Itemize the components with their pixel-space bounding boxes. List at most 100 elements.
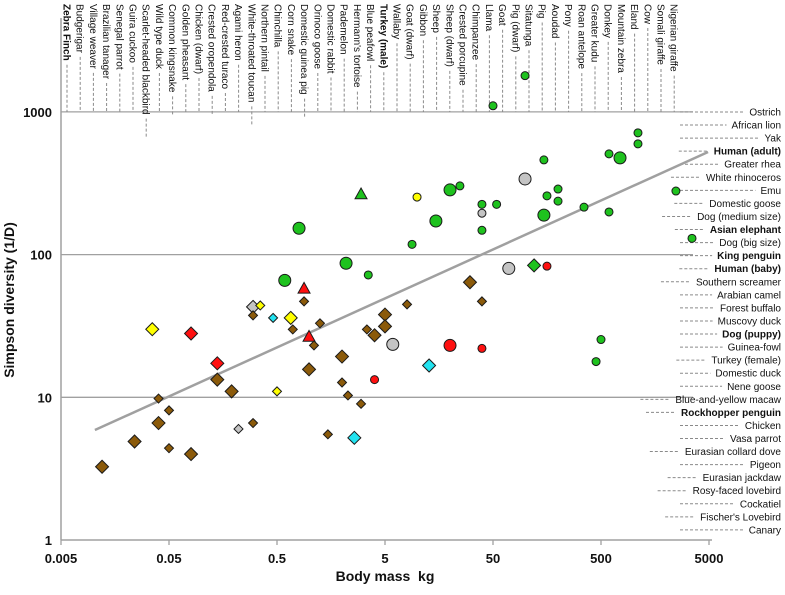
- data-point-circle: [539, 155, 549, 165]
- data-point-circle: [292, 221, 306, 235]
- top-label: Sitatunga: [523, 4, 534, 47]
- x-tick-label: 0.005: [45, 551, 78, 566]
- right-label: King penguin: [717, 251, 781, 262]
- top-label: Pony: [562, 4, 573, 27]
- top-label: Orinoco goose: [311, 4, 322, 69]
- data-point-circle: [429, 214, 443, 228]
- top-label: Goat: [496, 4, 507, 26]
- top-label: Nigerian giraffe: [668, 4, 679, 72]
- top-label: Roan antelope: [575, 4, 586, 69]
- data-point-diamond: [210, 356, 225, 371]
- top-label: Northern pintail: [259, 4, 270, 72]
- data-point-diamond: [462, 275, 478, 290]
- right-labels: Ostrich African lion Yak Human (adult) Great…: [675, 108, 782, 537]
- data-point-circle: [633, 128, 643, 138]
- top-label: Pademelon: [338, 4, 349, 55]
- top-label: Wallaby: [391, 4, 402, 39]
- right-label: Rosy-faced lovebird: [693, 486, 781, 497]
- data-point-circle: [596, 335, 606, 345]
- top-label: Sheep (dwarf): [443, 4, 454, 67]
- x-tick-label: 0.05: [156, 551, 181, 566]
- data-point-diamond: [342, 390, 354, 401]
- right-label: Human (adult): [714, 147, 781, 158]
- data-point-circle: [443, 338, 457, 352]
- right-label: Muscovy duck: [718, 316, 782, 327]
- right-label: Dog (medium size): [697, 212, 781, 223]
- right-label: Eurasian jackdaw: [703, 473, 782, 484]
- data-point-circle: [477, 208, 487, 218]
- y-tick-label: 100: [30, 248, 52, 263]
- data-point-circle: [604, 149, 614, 159]
- data-point-circle: [542, 191, 552, 201]
- data-point-circle: [492, 199, 502, 209]
- right-label: Ostrich: [749, 108, 781, 119]
- data-point-circle: [363, 270, 373, 280]
- data-point-diamond: [271, 386, 283, 397]
- top-label: Cow: [641, 4, 652, 25]
- data-point-diamond: [355, 398, 367, 410]
- top-label: Hermann's tortoise: [351, 4, 362, 88]
- data-point-diamond: [298, 296, 310, 307]
- data-point-circle: [542, 261, 552, 271]
- data-point-diamond: [308, 340, 320, 351]
- top-label: Somali giraffe: [655, 4, 666, 65]
- top-label: Pig: [536, 4, 547, 18]
- right-label: Chicken: [745, 421, 781, 432]
- data-point-circle: [477, 225, 487, 235]
- data-point-diamond: [247, 310, 259, 321]
- top-label: Goat (dwarf): [404, 4, 415, 60]
- data-point-diamond: [421, 358, 437, 373]
- data-point-triangle: [297, 281, 311, 294]
- data-point-circle: [386, 337, 400, 351]
- data-point-circle: [553, 184, 563, 194]
- data-point-diamond: [153, 393, 164, 404]
- data-point-diamond: [183, 326, 199, 341]
- data-point-circle: [477, 199, 487, 209]
- top-label: Domestic rabbit: [325, 4, 336, 74]
- right-label: Yak: [765, 134, 782, 145]
- right-label: Arabian camel: [717, 290, 781, 301]
- data-point-circle: [537, 208, 551, 222]
- data-point-diamond: [233, 423, 244, 435]
- data-point-diamond: [94, 459, 110, 474]
- data-point-circle: [613, 151, 627, 165]
- right-label: Blue-and-yellow macaw: [675, 395, 781, 406]
- data-point-diamond: [283, 310, 298, 326]
- right-label: Turkey (female): [711, 356, 781, 367]
- top-label: Blue peafowl: [364, 4, 375, 61]
- top-label: Zebra Finch: [61, 4, 72, 61]
- top-label: Sheep: [430, 4, 441, 33]
- data-point-diamond: [287, 324, 298, 335]
- x-tick-label: 5000: [695, 551, 724, 566]
- top-label: Wild type duck: [153, 4, 164, 70]
- data-point-circle: [370, 375, 380, 385]
- right-label: Canary: [749, 525, 781, 536]
- data-point-diamond: [247, 417, 259, 429]
- top-label: Village weaver: [87, 4, 98, 70]
- data-point-circle: [477, 343, 487, 353]
- x-tick-label: 50: [486, 551, 500, 566]
- top-label: Greater kudu: [589, 4, 600, 62]
- data-points: [94, 71, 697, 474]
- right-label: Dog (puppy): [722, 330, 781, 341]
- data-point-circle: [671, 186, 681, 196]
- data-point-circle: [339, 256, 353, 270]
- right-label: Emu: [760, 186, 781, 197]
- right-label: Fischer's Lovebird: [700, 512, 781, 523]
- right-label: Pigeon: [750, 460, 781, 471]
- top-labels: Zebra Finch Budgerigar Village weaver Brazi…: [61, 4, 679, 115]
- top-label: Common kingsnake: [166, 4, 177, 93]
- data-point-circle: [455, 181, 465, 191]
- top-label: Crested oropendola: [206, 4, 217, 92]
- data-point-circle: [633, 139, 643, 149]
- regression-line-path: [94, 150, 709, 432]
- data-point-diamond: [301, 362, 317, 377]
- x-axis-title: Body mass kg: [336, 568, 435, 584]
- data-point-circle: [488, 101, 498, 111]
- top-label: Guira cuckoo: [127, 4, 138, 63]
- top-label: Aoudad: [549, 4, 560, 38]
- top-label: Crested porcupine: [457, 4, 468, 86]
- leader-lines: [66, 22, 760, 531]
- data-point-triangle: [354, 186, 368, 200]
